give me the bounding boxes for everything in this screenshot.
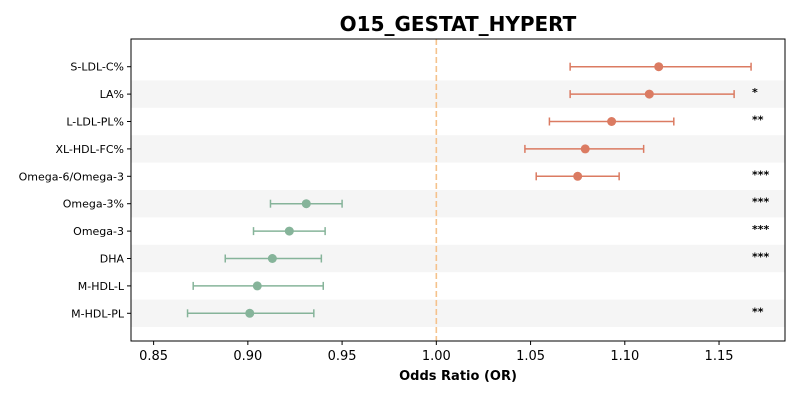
category-label: DHA	[100, 253, 125, 266]
row-mark	[535, 171, 620, 181]
category-label: Omega-6/Omega-3	[19, 170, 124, 183]
row-mark	[269, 199, 343, 209]
x-tick-label: 1.10	[610, 349, 639, 364]
significance-labels: *****************	[752, 86, 770, 318]
row-band	[131, 135, 785, 163]
category-label: LA%	[100, 88, 124, 101]
row-mark	[186, 308, 315, 318]
significance-label: **	[752, 114, 764, 127]
category-label: Omega-3	[73, 225, 124, 238]
x-axis-label: Odds Ratio (OR)	[399, 369, 517, 384]
chart-title: O15_GESTAT_HYPERT	[340, 12, 577, 36]
or-point	[573, 171, 583, 181]
category-labels: S-LDL-C% LA% L-LDL-PL% XL-HDL-FC% Omega-6/Om…	[19, 61, 131, 320]
x-tick-label: 1.00	[422, 349, 451, 364]
x-tick-label: 1.05	[516, 349, 545, 364]
category-label: M-HDL-L	[78, 280, 125, 293]
plot-frame	[130, 38, 786, 342]
row-mark	[569, 62, 752, 72]
row-band	[131, 190, 785, 218]
row-bands	[131, 80, 785, 327]
category-label: S-LDL-C%	[70, 61, 124, 74]
or-point	[654, 62, 664, 72]
row-mark	[252, 226, 326, 236]
data-marks	[186, 62, 752, 318]
x-tick-label: 0.90	[233, 349, 262, 364]
x-tick-label: 0.95	[328, 349, 357, 364]
category-label: L-LDL-PL%	[66, 116, 124, 129]
or-point	[245, 308, 255, 318]
or-point	[607, 117, 617, 126]
row-mark	[548, 117, 675, 126]
row-mark	[524, 144, 645, 154]
significance-label: ***	[752, 196, 770, 209]
significance-label: ***	[752, 168, 770, 181]
or-point	[252, 281, 262, 291]
significance-label: *	[752, 86, 758, 99]
row-mark	[569, 89, 735, 99]
significance-label: **	[752, 305, 764, 318]
or-point	[580, 144, 590, 154]
or-point	[267, 254, 277, 263]
x-axis: 0.85 0.90 0.95 1.00 1.05 1.10 1.15	[139, 341, 734, 364]
or-point	[301, 199, 311, 209]
row-mark	[224, 254, 323, 263]
category-label: M-HDL-PL	[71, 307, 125, 320]
or-point	[284, 226, 294, 236]
x-tick-label: 0.85	[139, 349, 168, 364]
row-mark	[192, 281, 324, 291]
x-tick-label: 1.15	[705, 349, 734, 364]
significance-label: ***	[752, 251, 770, 264]
category-label: Omega-3%	[63, 198, 124, 211]
significance-label: ***	[752, 223, 770, 236]
or-point	[644, 89, 654, 99]
category-label: XL-HDL-FC%	[55, 143, 124, 156]
